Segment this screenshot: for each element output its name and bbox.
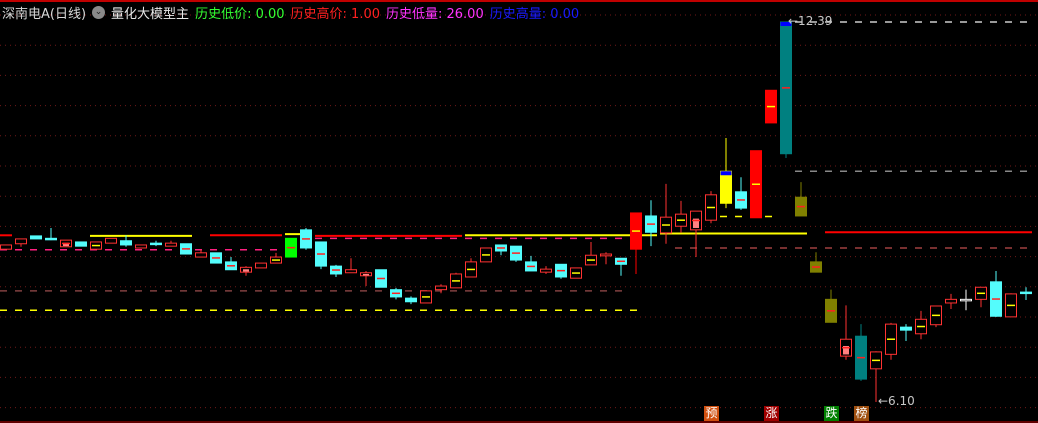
- candle-body: [600, 253, 612, 257]
- candle-body: [30, 235, 42, 240]
- candle-inner: [843, 345, 849, 355]
- indicator-name[interactable]: 量化大模型主: [111, 6, 190, 22]
- signal-tag: 跌: [824, 406, 839, 421]
- candle-body: [405, 297, 417, 303]
- signal-tag: 涨: [764, 406, 779, 421]
- candle-inner: [63, 242, 69, 247]
- stock-title: 深南电A(日线): [2, 6, 87, 22]
- stat-2: 历史低量: 26.00: [386, 6, 484, 22]
- candle-inner: [693, 218, 699, 228]
- candle-inner: [243, 269, 249, 272]
- candle-body: [345, 269, 357, 274]
- candle-body: [150, 242, 162, 246]
- candle-body: [120, 240, 132, 246]
- candle-body: [0, 244, 12, 250]
- candle-inner: [363, 273, 369, 276]
- candle-body: [1020, 291, 1032, 295]
- top-border: [0, 0, 1038, 2]
- chart-header: 深南电A(日线) ⌄ 量化大模型主 历史低价: 0.00 历史高价: 1.00 历史…: [2, 3, 591, 22]
- candle-body: [435, 285, 447, 291]
- candle-body: [945, 298, 957, 304]
- candle-body: [255, 262, 267, 269]
- stat-1: 历史高价: 1.00: [290, 6, 380, 22]
- candle-body: [540, 268, 552, 273]
- price-annotation: ←6.10: [878, 394, 915, 409]
- candle-body: [135, 244, 147, 249]
- price-annotation: ←12.39: [788, 14, 833, 28]
- stat-3: 历史高量: 0.00: [489, 6, 580, 22]
- candle-body: [45, 237, 57, 241]
- candle-body: [75, 241, 87, 247]
- stat-0: 历史低价: 0.00: [195, 6, 285, 22]
- candle-top-mark: [780, 22, 792, 26]
- candle-body: [900, 326, 912, 331]
- candle-top-mark: [720, 171, 732, 176]
- candle-body: [15, 238, 27, 245]
- candle-body: [105, 237, 117, 244]
- signal-tag: 预: [704, 406, 719, 421]
- candle-body: [960, 298, 972, 302]
- indicator-stats: 历史低价: 0.00 历史高价: 1.00 历史低量: 26.00 历史高量: 0.0…: [195, 3, 585, 22]
- signal-tag: 榜: [854, 406, 869, 421]
- candle-body: [195, 252, 207, 258]
- candle-body: [165, 242, 177, 247]
- chevron-down-circle-icon[interactable]: ⌄: [92, 5, 106, 19]
